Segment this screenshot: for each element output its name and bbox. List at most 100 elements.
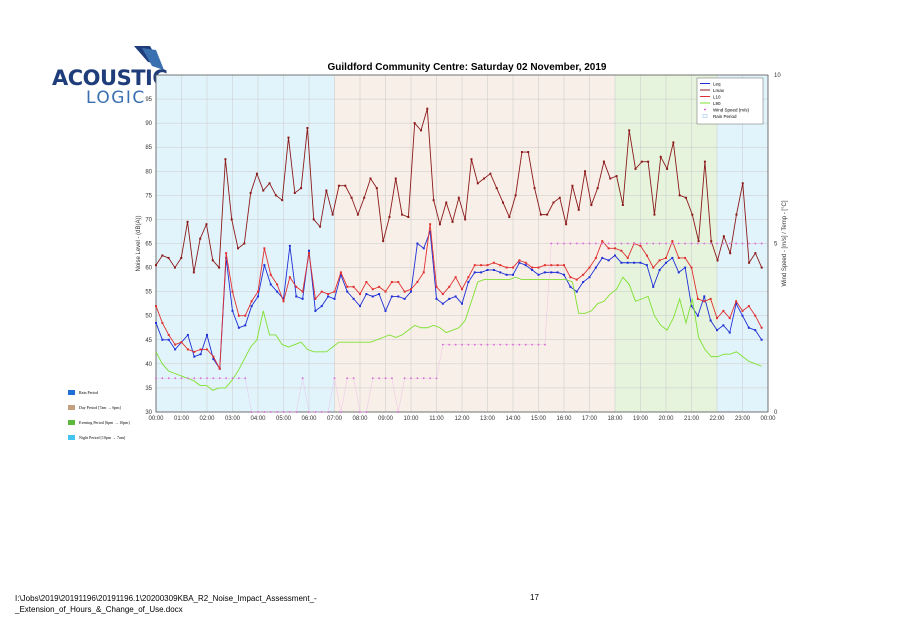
legend-box bbox=[696, 77, 764, 125]
series-point bbox=[614, 247, 616, 250]
series-point bbox=[569, 285, 572, 288]
series-point bbox=[161, 254, 164, 257]
series-point bbox=[231, 309, 234, 312]
series-point bbox=[339, 273, 342, 276]
series-point bbox=[480, 264, 483, 267]
series-line bbox=[155, 224, 763, 371]
x-tick-label: 03:00 bbox=[225, 416, 241, 422]
series-point bbox=[416, 281, 419, 284]
series-point bbox=[596, 187, 599, 190]
series-point bbox=[263, 247, 266, 250]
y2-tick-label: 10 bbox=[774, 73, 781, 79]
series-point bbox=[626, 261, 629, 264]
chart-title: Guildford Community Centre: Saturday 02 … bbox=[328, 62, 607, 73]
period-legend-swatch bbox=[68, 390, 75, 395]
series-point bbox=[537, 266, 540, 269]
logo-mark-icon bbox=[134, 46, 164, 70]
document-path: I:\Jobs\2019\20191196\20191196.1\2020030… bbox=[15, 593, 395, 615]
series-point bbox=[413, 122, 416, 125]
series-point bbox=[514, 194, 517, 197]
series-point bbox=[621, 203, 624, 206]
series-point bbox=[384, 290, 387, 293]
series-point bbox=[741, 309, 744, 312]
series-point bbox=[384, 309, 387, 312]
series-point bbox=[390, 281, 393, 284]
x-tick-label: 18:00 bbox=[607, 416, 623, 422]
series-point bbox=[722, 309, 725, 312]
series-point bbox=[167, 256, 170, 259]
series-point bbox=[653, 213, 656, 216]
series-point bbox=[186, 220, 189, 223]
series-point bbox=[735, 213, 738, 216]
series-point bbox=[601, 240, 604, 243]
y2-tick-label: 0 bbox=[774, 410, 778, 416]
series-point bbox=[658, 268, 661, 271]
series-point bbox=[422, 247, 425, 250]
x-tick-label: 04:00 bbox=[250, 416, 266, 422]
series-point bbox=[401, 213, 404, 216]
series-point bbox=[563, 264, 565, 267]
series-point bbox=[333, 290, 336, 293]
x-tick-label: 17:00 bbox=[582, 416, 598, 422]
series-point bbox=[416, 242, 419, 245]
series-point bbox=[665, 261, 667, 264]
x-tick-label: 14:00 bbox=[505, 416, 521, 422]
series-point bbox=[518, 261, 521, 264]
period-legend-swatch bbox=[68, 420, 75, 425]
series-point bbox=[550, 271, 553, 274]
series-point bbox=[306, 126, 309, 129]
y-tick-label: 95 bbox=[145, 97, 152, 103]
series-point bbox=[615, 175, 618, 178]
series-point bbox=[390, 295, 393, 298]
series-point bbox=[556, 264, 559, 267]
series-point bbox=[658, 259, 661, 262]
series-point bbox=[703, 160, 706, 163]
series-point bbox=[429, 230, 432, 233]
series-point bbox=[499, 264, 502, 267]
series-point bbox=[350, 196, 353, 199]
series-point bbox=[626, 256, 629, 259]
series-point bbox=[333, 297, 336, 300]
series-point bbox=[710, 240, 713, 243]
series-point bbox=[659, 155, 662, 158]
logo-word-logic: LOGIC bbox=[86, 88, 146, 108]
x-tick-label: 07:00 bbox=[327, 416, 343, 422]
series-point bbox=[249, 191, 252, 194]
series-point bbox=[281, 199, 284, 202]
series-point bbox=[531, 266, 534, 269]
legend-label: L90 bbox=[713, 101, 721, 106]
series-point bbox=[473, 264, 476, 267]
series-point bbox=[325, 189, 328, 192]
series-point bbox=[397, 281, 400, 284]
series-point bbox=[180, 341, 183, 344]
series-point bbox=[356, 213, 359, 216]
y-tick-label: 55 bbox=[145, 290, 152, 296]
series-point bbox=[508, 216, 511, 219]
series-point bbox=[218, 266, 221, 269]
series-l10 bbox=[155, 223, 763, 371]
x-tick-label: 22:00 bbox=[709, 416, 725, 422]
series-point bbox=[394, 177, 397, 180]
series-point bbox=[344, 184, 347, 187]
series-point bbox=[243, 242, 246, 245]
legend-label: Wind Speed (m/s) bbox=[713, 108, 750, 113]
x-tick-label: 08:00 bbox=[352, 416, 368, 422]
series-point bbox=[224, 158, 227, 161]
series-point bbox=[628, 129, 631, 132]
series-point bbox=[607, 247, 610, 250]
series-point bbox=[690, 266, 693, 269]
series-point bbox=[327, 295, 330, 298]
series-point bbox=[760, 338, 763, 341]
series-point bbox=[582, 273, 585, 276]
series-point bbox=[445, 201, 448, 204]
series-point bbox=[331, 213, 334, 216]
x-tick-label: 09:00 bbox=[378, 416, 394, 422]
x-tick-label: 10:00 bbox=[403, 416, 419, 422]
series-point bbox=[276, 283, 279, 286]
series-point bbox=[748, 261, 751, 264]
series-point bbox=[274, 194, 277, 197]
series-point bbox=[448, 285, 451, 288]
series-point bbox=[371, 295, 374, 298]
series-point bbox=[276, 290, 279, 293]
